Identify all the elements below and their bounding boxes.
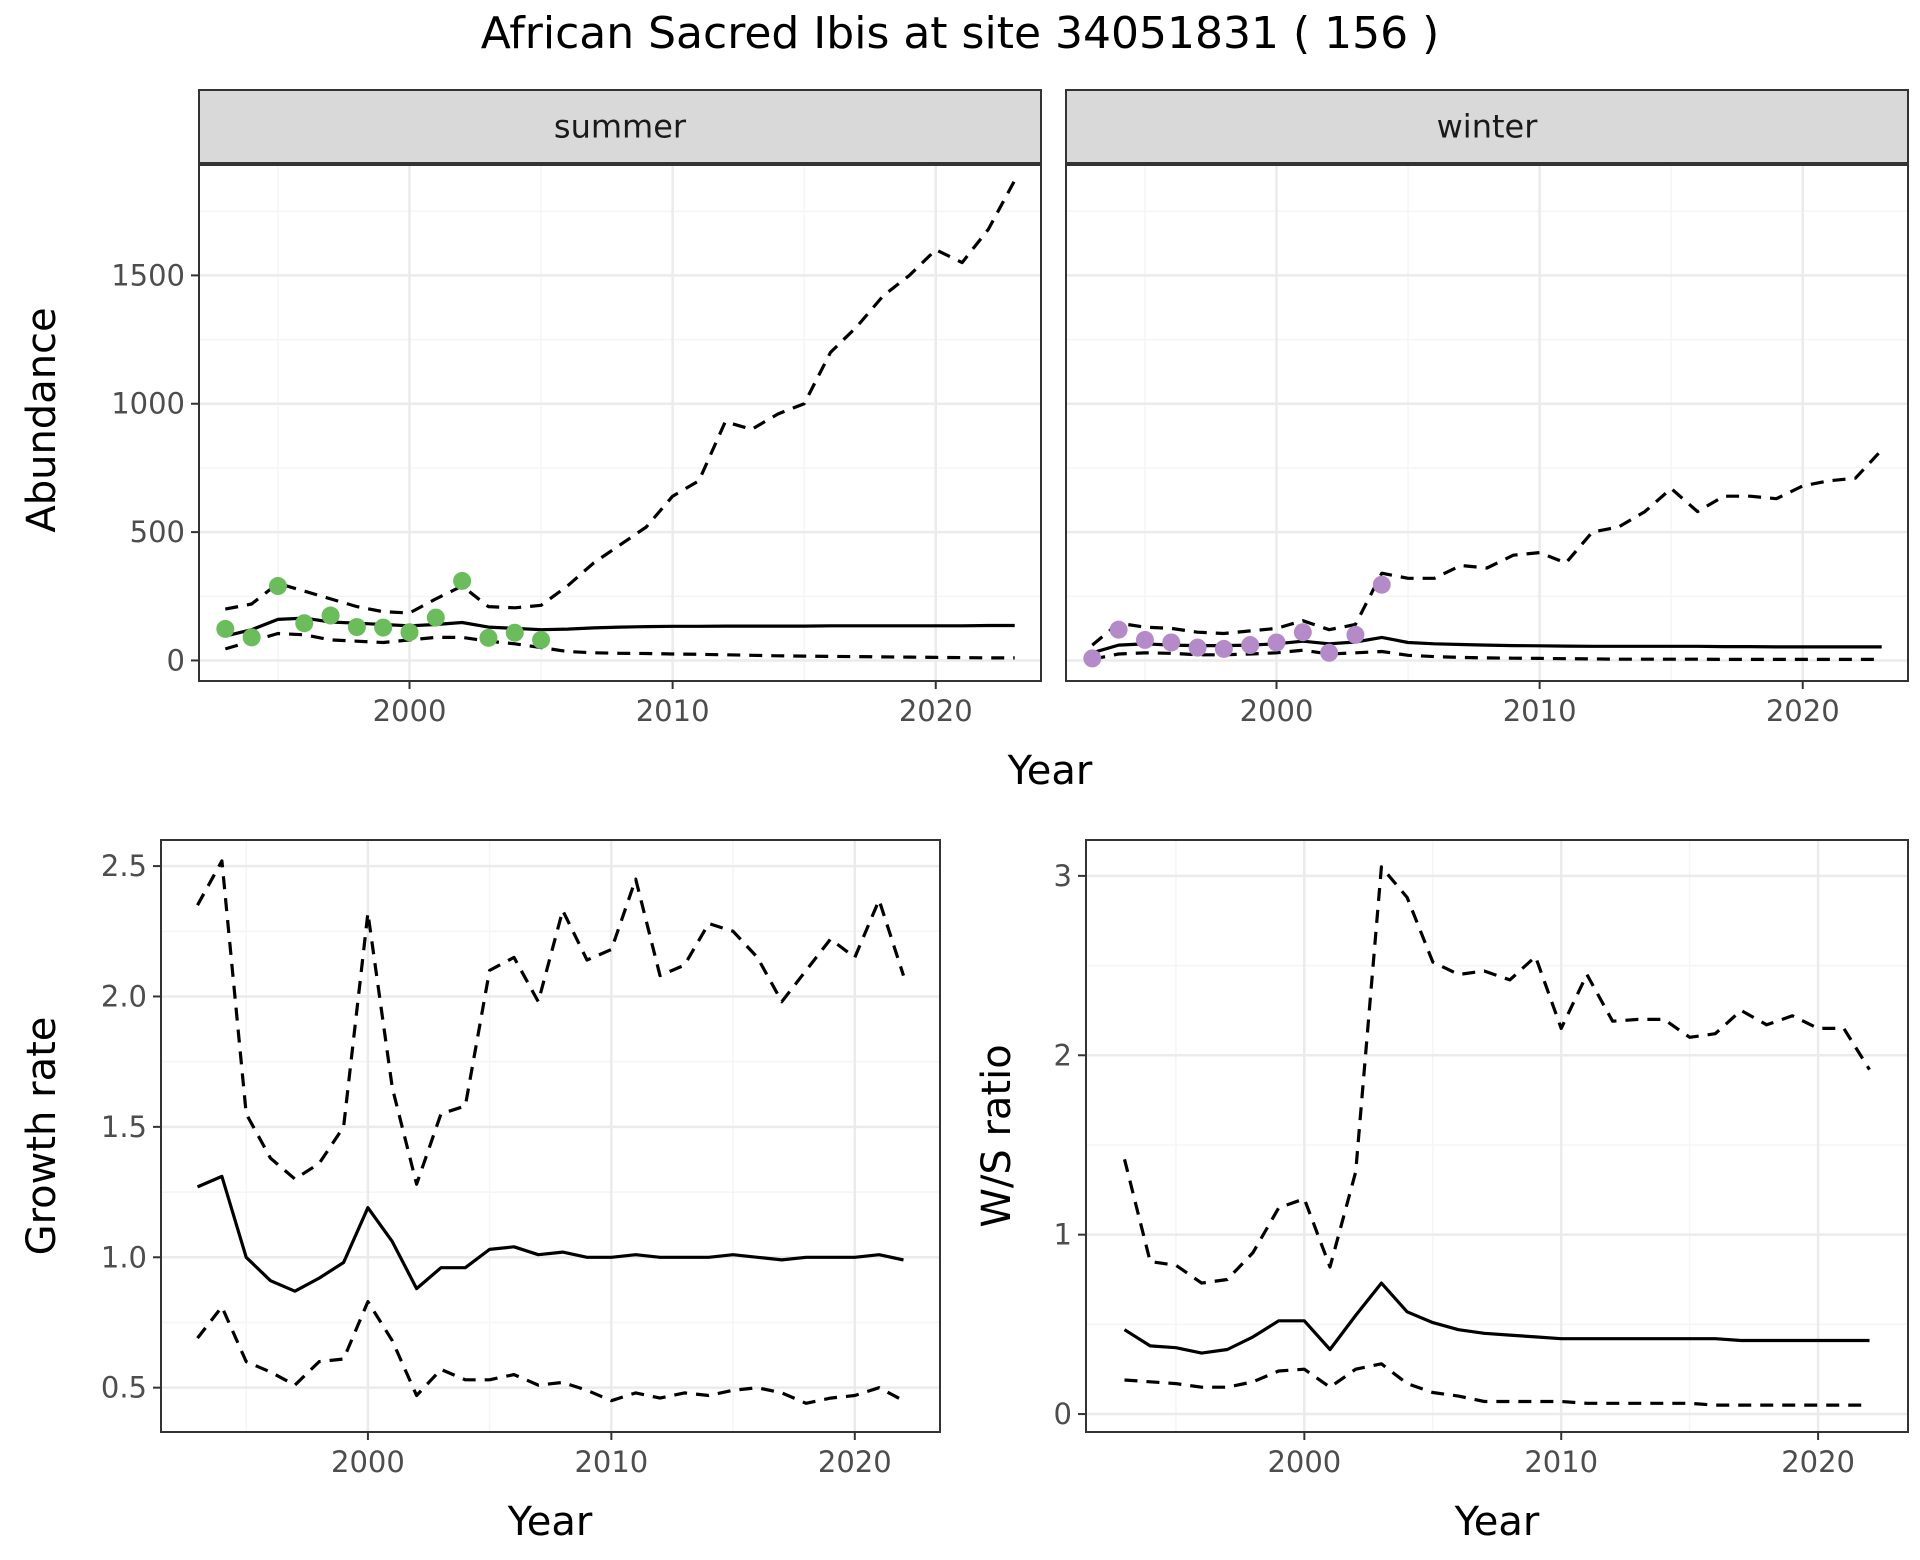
panels-layer: summer 2000 2010 2020 0 500 1000 1500 winter 2000… bbox=[19, 89, 1909, 1545]
summer-observed-point bbox=[505, 623, 524, 642]
ratio-y-axis-title: W/S ratio bbox=[974, 1044, 1020, 1227]
summer-panel-border bbox=[198, 164, 1042, 682]
summer-x-tick-label: 2010 bbox=[636, 694, 710, 728]
growth-lower-line bbox=[196, 1299, 905, 1405]
ratio-x-tick-label: 2000 bbox=[1267, 1445, 1341, 1479]
ratio-x-axis-title: Year bbox=[1454, 1499, 1540, 1545]
summer-observed-point bbox=[347, 618, 366, 637]
summer-observed-point bbox=[321, 606, 340, 625]
winter-observed-point bbox=[1109, 620, 1128, 639]
growth-y-tick-label: 2.0 bbox=[101, 979, 147, 1013]
ratio-upper-line bbox=[1122, 865, 1871, 1285]
summer-observed-point bbox=[268, 577, 287, 596]
winter-observed-point bbox=[1267, 633, 1286, 652]
winter-observed-point bbox=[1083, 649, 1102, 668]
winter-observed-point bbox=[1372, 575, 1391, 594]
ratio-estimate-line bbox=[1123, 1281, 1870, 1355]
growth-y-axis-title: Growth rate bbox=[19, 1017, 65, 1256]
summer-strip-label: summer bbox=[554, 108, 687, 146]
winter-observed-point bbox=[1346, 625, 1365, 644]
growth-panel: 2000 2010 2020 0.5 1.0 1.5 2.0 2.5 Year Growth ra… bbox=[19, 839, 941, 1545]
winter-observed-point bbox=[1162, 633, 1181, 652]
summer-strip bbox=[198, 89, 1042, 164]
summer-x-tick-label: 2000 bbox=[373, 694, 447, 728]
summer-lower-line bbox=[224, 631, 1015, 660]
summer-observed-point bbox=[532, 630, 551, 649]
ratio-y-tick-label: 3 bbox=[1054, 859, 1072, 893]
winter-panel-background bbox=[1066, 165, 1908, 681]
top-row-y-axis-title: Abundance bbox=[19, 307, 65, 532]
ratio-lower-line bbox=[1124, 1362, 1870, 1407]
top-row-x-axis-title: Year bbox=[1007, 748, 1093, 794]
winter-observed-point bbox=[1188, 638, 1207, 657]
growth-upper-line bbox=[196, 859, 906, 1186]
summer-x-tick-label: 2020 bbox=[899, 694, 973, 728]
summer-observed-point bbox=[453, 571, 472, 590]
ratio-y-tick-label: 1 bbox=[1054, 1218, 1072, 1252]
winter-strip bbox=[1065, 89, 1909, 164]
winter-panel-border bbox=[1065, 164, 1909, 682]
growth-x-tick-label: 2020 bbox=[818, 1445, 892, 1479]
winter-x-tick-label: 2000 bbox=[1240, 694, 1314, 728]
winter-x-tick-label: 2020 bbox=[1766, 694, 1840, 728]
chart-title: African Sacred Ibis at site 34051831 ( 1… bbox=[481, 8, 1439, 59]
winter-upper-line bbox=[1091, 448, 1883, 647]
growth-y-tick-label: 2.5 bbox=[101, 849, 147, 883]
summer-observed-point bbox=[374, 618, 393, 637]
ratio-x-tick-label: 2020 bbox=[1781, 1445, 1855, 1479]
winter-observed-point bbox=[1320, 643, 1339, 662]
ratio-panel-border bbox=[1085, 839, 1909, 1433]
growth-y-tick-label: 1.5 bbox=[101, 1110, 147, 1144]
growth-panel-border bbox=[160, 839, 941, 1433]
winter-observed-point bbox=[1293, 623, 1312, 642]
summer-panel-background bbox=[199, 165, 1041, 681]
ratio-y-tick-label: 2 bbox=[1054, 1038, 1072, 1072]
summer-observed-point bbox=[479, 628, 498, 647]
winter-observed-point bbox=[1241, 636, 1260, 655]
summer-observed-point bbox=[216, 619, 235, 638]
summer-y-tick-label: 1000 bbox=[111, 387, 185, 421]
growth-estimate-line bbox=[196, 1174, 904, 1293]
summer-observed-point bbox=[426, 608, 445, 627]
growth-x-tick-label: 2010 bbox=[574, 1445, 648, 1479]
summer-panel: summer 2000 2010 2020 0 500 1000 1500 bbox=[111, 89, 1042, 728]
winter-x-tick-label: 2010 bbox=[1503, 694, 1577, 728]
winter-panel: winter 2000 2010 2020 bbox=[1065, 89, 1909, 728]
summer-observed-point bbox=[295, 614, 314, 633]
summer-observed-point bbox=[242, 628, 261, 647]
winter-observed-point bbox=[1135, 630, 1154, 649]
summer-observed-point bbox=[400, 623, 419, 642]
ratio-panel-background bbox=[1086, 840, 1908, 1432]
summer-upper-line bbox=[224, 179, 1017, 615]
growth-y-tick-label: 0.5 bbox=[101, 1371, 147, 1405]
ratio-y-tick-label: 0 bbox=[1054, 1397, 1072, 1431]
summer-y-tick-label: 0 bbox=[167, 643, 185, 677]
growth-x-axis-title: Year bbox=[507, 1499, 593, 1545]
summer-y-tick-label: 500 bbox=[130, 515, 185, 549]
winter-observed-point bbox=[1214, 639, 1233, 658]
summer-y-tick-label: 1500 bbox=[111, 258, 185, 292]
ratio-x-tick-label: 2010 bbox=[1524, 1445, 1598, 1479]
winter-strip-label: winter bbox=[1437, 108, 1539, 146]
growth-y-tick-label: 1.0 bbox=[101, 1240, 147, 1274]
ratio-panel: 2000 2010 2020 0 1 2 3 Year W/S ratio bbox=[974, 839, 1909, 1545]
growth-panel-background bbox=[161, 840, 940, 1432]
growth-x-tick-label: 2000 bbox=[331, 1445, 405, 1479]
